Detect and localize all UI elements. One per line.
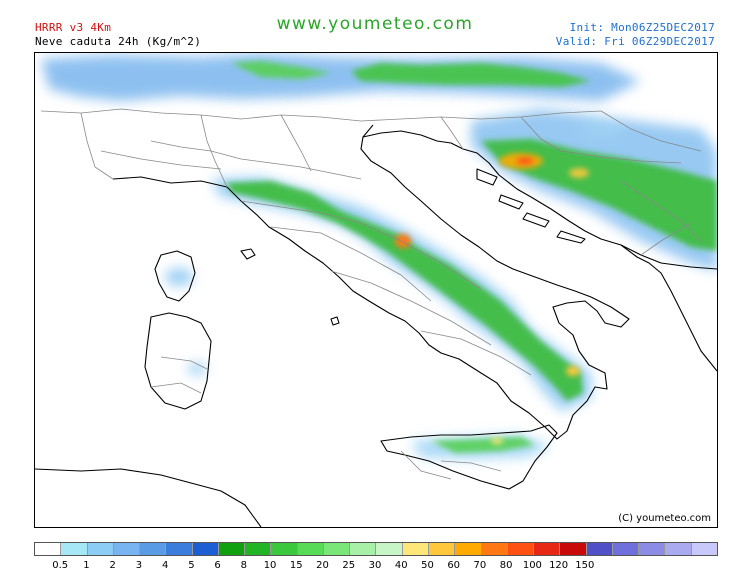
- legend-swatch: [113, 543, 141, 555]
- snow-field-light: [41, 53, 717, 459]
- legend-label: 5: [188, 560, 195, 571]
- legend-swatch: [665, 543, 692, 555]
- legend-label: 70: [473, 560, 487, 571]
- init-time: Init: Mon06Z25DEC2017: [569, 21, 715, 34]
- legend-label: 80: [499, 560, 513, 571]
- legend-swatch: [534, 543, 561, 555]
- legend-label: 15: [289, 560, 303, 571]
- legend-label: 150: [575, 560, 595, 571]
- legend-swatch: [271, 543, 298, 555]
- snowfall-map: [35, 53, 717, 527]
- legend-swatch: [140, 543, 167, 555]
- legend-swatch: [192, 543, 219, 555]
- legend-label: 1: [83, 560, 90, 571]
- snow-field-moderate: [226, 61, 717, 453]
- legend-swatch: [481, 543, 508, 555]
- legend-label: 4: [161, 560, 169, 571]
- legend-swatch: [297, 543, 324, 555]
- legend-swatch: [350, 543, 377, 555]
- legend-label: 6: [214, 560, 221, 571]
- legend-label: 120: [549, 560, 569, 571]
- valid-time: Valid: Fri 06Z29DEC2017: [555, 35, 715, 48]
- borders: [40, 108, 702, 480]
- legend-label: 2: [109, 560, 116, 571]
- map-copyright: (C) youmeteo.com: [618, 513, 711, 524]
- legend-swatch: [218, 543, 246, 555]
- legend-swatch: [376, 543, 403, 555]
- site-title[interactable]: www.youmeteo.com: [276, 14, 474, 34]
- field-name: Neve caduta 24h (Kg/m^2): [35, 35, 202, 48]
- legend-label: 25: [342, 560, 356, 571]
- legend-swatch: [455, 543, 482, 555]
- legend-label: 0.5: [52, 560, 69, 571]
- legend-swatch: [586, 543, 613, 555]
- legend-swatch: [612, 543, 640, 555]
- legend-swatch: [61, 543, 88, 555]
- legend-label: 8: [240, 560, 248, 571]
- legend-swatch: [166, 543, 193, 555]
- legend-swatch: [402, 543, 429, 555]
- color-scale-legend: [34, 542, 718, 556]
- legend-label: 50: [421, 560, 434, 571]
- legend-swatch: [691, 543, 717, 555]
- legend-swatch: [245, 543, 272, 555]
- legend-swatch: [507, 543, 535, 555]
- legend-swatch: [639, 543, 666, 555]
- legend-swatch: [87, 543, 114, 555]
- legend-label: 10: [263, 560, 277, 571]
- legend-label: 30: [368, 560, 382, 571]
- map-panel: (C) youmeteo.com: [34, 52, 718, 528]
- legend-label: 100: [522, 560, 542, 571]
- legend-label: 20: [316, 560, 329, 571]
- legend-swatch: [323, 543, 351, 555]
- legend-label: 40: [394, 560, 408, 571]
- model-name: HRRR v3 4Km: [35, 21, 112, 34]
- legend-swatch: [428, 543, 456, 555]
- legend-swatch: [35, 543, 62, 555]
- legend-label: 60: [447, 560, 461, 571]
- legend-swatch: [560, 543, 587, 555]
- coastlines: [35, 124, 717, 527]
- legend-label: 3: [135, 560, 143, 571]
